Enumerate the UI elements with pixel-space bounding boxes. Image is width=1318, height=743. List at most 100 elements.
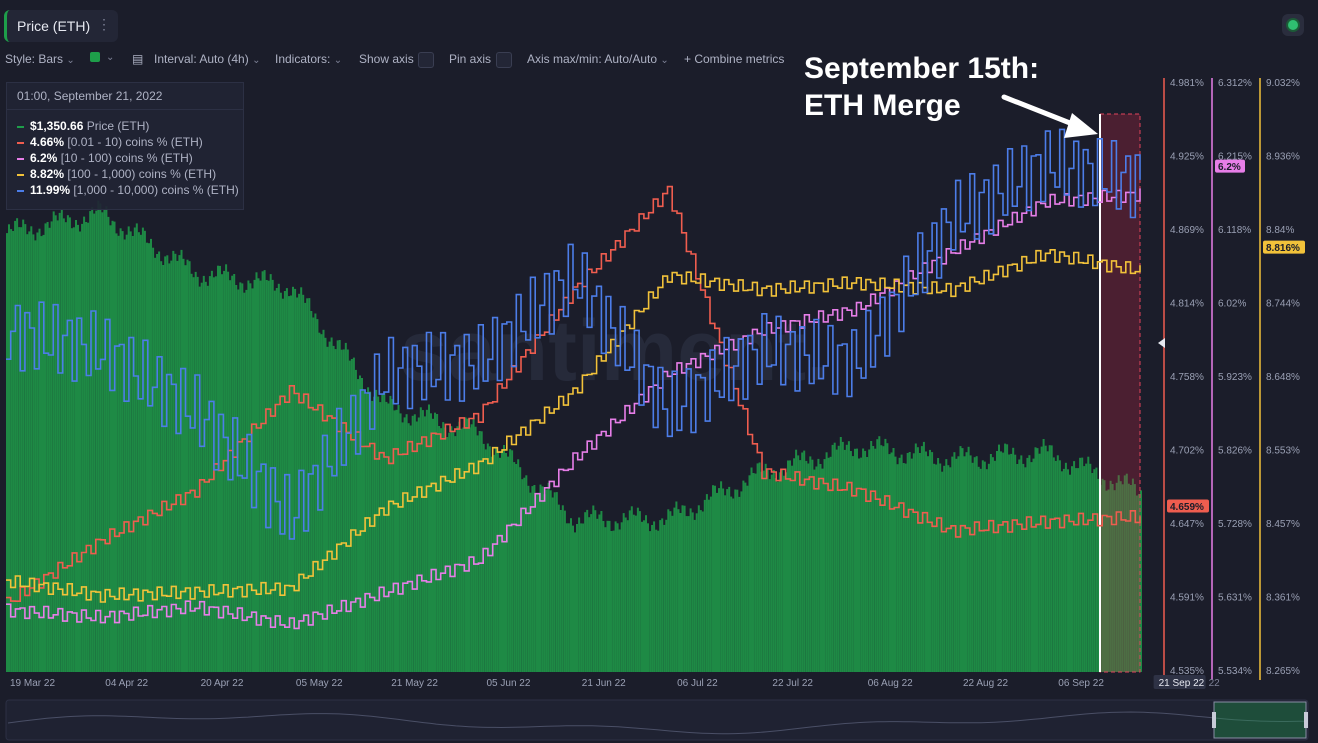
- price-bar: [97, 200, 100, 672]
- price-bar: [328, 341, 331, 672]
- price-bar: [582, 523, 585, 672]
- price-bar: [314, 313, 317, 672]
- calendar-icon: ▤: [132, 52, 144, 66]
- price-bar: [332, 345, 335, 672]
- price-bar: [785, 472, 787, 672]
- y-tick-label: 4.981%: [1170, 78, 1204, 89]
- price-bar: [549, 490, 552, 672]
- price-bar: [689, 508, 692, 672]
- price-bar: [764, 463, 767, 672]
- price-bar: [1083, 466, 1086, 672]
- pin-axis-toggle[interactable]: [496, 52, 512, 68]
- current-value-badge: [1215, 159, 1245, 173]
- x-tick-label: 06 Aug 22: [868, 678, 913, 689]
- merge-highlight-box: [1099, 113, 1141, 673]
- price-bar: [823, 459, 826, 672]
- price-bar: [839, 437, 842, 672]
- price-bar: [72, 227, 75, 673]
- price-bar: [168, 263, 171, 672]
- price-bar: [916, 447, 919, 672]
- price-bar: [941, 471, 944, 672]
- price-bar: [789, 460, 791, 672]
- axis-maxmin-label: Axis max/min: Auto/Auto: [527, 52, 658, 66]
- price-bar: [931, 452, 934, 672]
- navigator-selection[interactable]: [1213, 701, 1307, 739]
- price-bar: [1008, 454, 1011, 672]
- show-axis-label: Show axis: [359, 52, 414, 66]
- price-bar: [567, 523, 570, 672]
- combine-metrics-button[interactable]: + Combine metrics: [684, 52, 785, 66]
- price-bar: [787, 460, 789, 672]
- vertical-dots-icon[interactable]: ⋮: [97, 16, 111, 32]
- price-bar: [993, 460, 996, 672]
- price-bar: [208, 276, 211, 672]
- price-bar: [545, 489, 548, 672]
- price-bar: [1050, 445, 1053, 672]
- price-bar: [817, 458, 820, 672]
- navigator-handle-right[interactable]: [1304, 712, 1308, 728]
- price-tab[interactable]: Price (ETH) ⋮: [4, 10, 118, 42]
- price-bar: [628, 510, 631, 672]
- price-bar: [265, 280, 268, 672]
- price-bar: [137, 232, 140, 672]
- price-bar: [113, 221, 116, 672]
- price-bar: [1067, 469, 1069, 672]
- range-navigator[interactable]: [5, 699, 1309, 741]
- price-bar: [344, 342, 347, 672]
- price-bar: [543, 494, 546, 672]
- price-bar: [450, 426, 453, 672]
- navigator-handle-left[interactable]: [1212, 712, 1216, 728]
- price-bar: [1091, 473, 1094, 672]
- status-dot-icon[interactable]: [1282, 14, 1304, 36]
- price-bar: [150, 238, 152, 672]
- legend-marker: [17, 189, 24, 192]
- price-bar: [160, 261, 163, 672]
- price-bar: [902, 463, 905, 672]
- price-bar: [1115, 482, 1118, 672]
- price-bar: [1038, 453, 1041, 672]
- price-bar: [987, 463, 990, 672]
- axis-pointer-icon[interactable]: [1158, 338, 1165, 348]
- price-bar: [10, 229, 13, 672]
- price-bar: [322, 329, 325, 672]
- style-select[interactable]: Style: Bars ⌄: [5, 52, 75, 66]
- price-bar: [385, 401, 388, 672]
- chevron-down-icon[interactable]: ⌄: [106, 52, 115, 63]
- price-bar: [399, 413, 402, 672]
- price-bar: [1071, 466, 1073, 672]
- price-bar: [1119, 481, 1122, 672]
- interval-select[interactable]: Interval: Auto (4h) ⌄: [154, 52, 260, 66]
- price-bar: [910, 458, 913, 672]
- price-bar: [79, 231, 81, 672]
- price-bar: [503, 445, 505, 672]
- color-swatch[interactable]: [90, 52, 100, 62]
- price-bar: [744, 482, 747, 672]
- price-bar: [805, 460, 808, 672]
- x-tick-label: 22 Jul 22: [772, 678, 813, 689]
- price-bar: [105, 206, 108, 673]
- indicators-select[interactable]: Indicators: ⌄: [275, 52, 342, 66]
- price-bar: [28, 231, 31, 672]
- price-bar: [1048, 445, 1051, 672]
- show-axis-toggle[interactable]: [418, 52, 434, 68]
- price-bar: [864, 450, 867, 672]
- style-label: Style: Bars: [5, 52, 64, 66]
- price-bar: [665, 519, 668, 672]
- price-bar: [111, 220, 114, 673]
- price-bar: [515, 464, 518, 672]
- price-bar: [478, 431, 481, 672]
- price-bar: [778, 472, 781, 672]
- price-bar: [26, 234, 29, 672]
- price-bar: [920, 446, 923, 672]
- price-bar: [391, 399, 394, 672]
- price-bar: [675, 501, 678, 672]
- price-bar: [186, 259, 189, 672]
- price-bar: [430, 413, 432, 672]
- price-bar: [281, 298, 284, 672]
- price-bar: [780, 469, 783, 672]
- axis-maxmin-select[interactable]: Axis max/min: Auto/Auto ⌄: [527, 52, 669, 66]
- price-bar: [1044, 445, 1047, 672]
- price-bar: [294, 288, 297, 672]
